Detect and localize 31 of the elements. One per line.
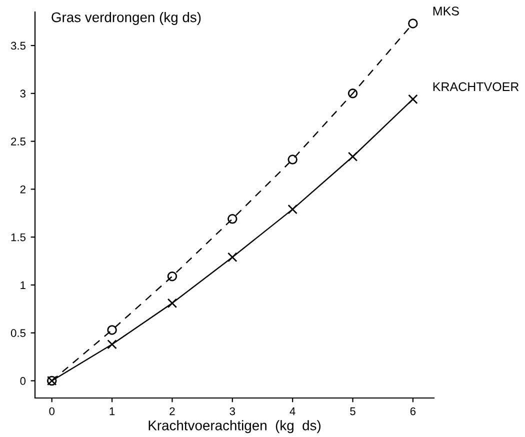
x-tick-label: 0 bbox=[49, 407, 55, 416]
y-tick-label: 2.5 bbox=[11, 138, 26, 146]
x-tick-label: 2 bbox=[170, 407, 175, 416]
point bbox=[107, 340, 117, 350]
x-tick-label: 6 bbox=[410, 407, 416, 416]
y-tick-label: 1.5 bbox=[11, 233, 26, 242]
y-tick-label: 3.5 bbox=[10, 42, 26, 50]
y-tick-label: 1 bbox=[20, 281, 26, 290]
y-axis-title: Gras verdrongen (kg ds) bbox=[52, 12, 201, 25]
point bbox=[167, 271, 178, 282]
x-tick-label: 1 bbox=[110, 407, 115, 416]
point bbox=[408, 18, 418, 28]
point bbox=[228, 214, 238, 224]
y-tick-label: 0.5 bbox=[10, 329, 26, 338]
y-tick-label: 0 bbox=[20, 377, 26, 385]
x-tick-label: 5 bbox=[350, 407, 356, 416]
x-tick-label: 4 bbox=[290, 407, 296, 416]
point bbox=[408, 94, 418, 104]
y-tick-label: 2 bbox=[20, 185, 26, 194]
series-label: MKS bbox=[433, 6, 459, 16]
x-axis-title: Krachtvoerachtigen (kg ds) bbox=[148, 420, 320, 434]
x-tick-label: 3 bbox=[230, 407, 235, 416]
point bbox=[348, 152, 358, 162]
point bbox=[228, 252, 238, 262]
series-label: KRACHTVOER bbox=[433, 82, 519, 92]
point bbox=[167, 298, 178, 308]
point bbox=[348, 88, 358, 98]
y-tick-label: 3 bbox=[20, 90, 26, 98]
point bbox=[107, 325, 117, 335]
point bbox=[288, 204, 298, 214]
point bbox=[288, 154, 298, 164]
